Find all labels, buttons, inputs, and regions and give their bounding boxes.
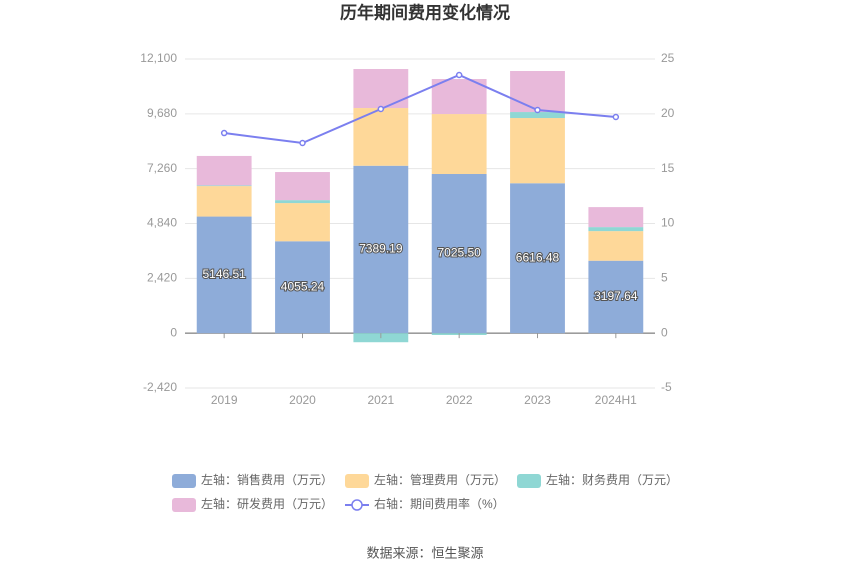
data-label: 7389.19: [359, 242, 403, 256]
bar: [431, 79, 487, 115]
legend-label[interactable]: 右轴：期间费用率（%）: [374, 496, 505, 511]
legend-label[interactable]: 左轴：销售费用（万元）: [201, 472, 333, 487]
bar: [196, 155, 252, 186]
y2-tick-label: -5: [661, 380, 672, 394]
y2-tick-label: 20: [661, 106, 675, 120]
data-label: 5146.51: [202, 267, 246, 281]
y2-tick-label: 0: [661, 325, 668, 339]
legend-label[interactable]: 左轴：研发费用（万元）: [201, 496, 333, 511]
chart-title: 历年期间费用变化情况: [340, 2, 510, 22]
data-label: 6616.48: [516, 250, 560, 264]
bar: [275, 200, 330, 204]
bar: [353, 69, 409, 109]
bar: [588, 260, 644, 334]
line-point: [455, 71, 463, 79]
legend-symbol[interactable]: [517, 474, 541, 488]
legend-label[interactable]: 左轴：管理费用（万元）: [374, 472, 506, 487]
bar: [588, 207, 644, 228]
y2-tick-label: 10: [661, 216, 675, 230]
x-tick-label: 2022: [446, 393, 473, 407]
legend-symbol[interactable]: [351, 499, 363, 511]
x-tick-label: 2020: [289, 393, 316, 407]
y2-tick-label: 15: [661, 161, 675, 175]
bar: [196, 216, 252, 334]
legend-symbol[interactable]: [345, 474, 369, 488]
line-point: [612, 113, 620, 121]
line-point: [299, 139, 306, 147]
y-tick-label: 9,680: [147, 106, 177, 120]
bar: [196, 186, 252, 217]
bar: [510, 70, 565, 113]
legend-symbol[interactable]: [172, 474, 196, 488]
y-tick-label: 2,420: [147, 271, 177, 285]
line-point: [534, 106, 541, 114]
data-label: 4055.24: [281, 279, 325, 293]
bar: [196, 185, 252, 187]
y2-tick-label: 25: [661, 51, 675, 65]
bar: [275, 203, 330, 242]
bar: [510, 118, 565, 184]
line-point: [220, 129, 228, 137]
bar: [431, 114, 487, 174]
x-tick-label: 2019: [211, 393, 238, 407]
legend-label[interactable]: 左轴：财务费用（万元）: [546, 472, 678, 487]
bar: [510, 183, 565, 334]
y-tick-label: 7,260: [147, 161, 177, 175]
x-tick-label: 2023: [524, 393, 551, 407]
data-label: 7025.50: [437, 246, 481, 260]
legend-symbol[interactable]: [172, 498, 196, 512]
line: [224, 73, 616, 145]
y-tick-label: 4,840: [147, 216, 177, 230]
y-tick-label: -2,420: [143, 380, 177, 394]
bar: [431, 173, 487, 334]
source: 数据来源：恒生聚源: [366, 545, 483, 560]
bar: [275, 241, 330, 334]
x-tick-label: 2021: [367, 393, 394, 407]
data-label: 3197.64: [594, 289, 638, 303]
bar: [588, 227, 644, 232]
y-tick-label: 12,100: [140, 51, 177, 65]
y2-tick-label: 5: [661, 271, 668, 285]
bar: [510, 112, 565, 119]
y-tick-label: 0: [170, 325, 177, 339]
bar: [588, 231, 644, 261]
bar: [353, 165, 409, 334]
bar: [275, 172, 330, 201]
x-tick-label: 2024H1: [595, 393, 637, 407]
line-point: [377, 105, 385, 113]
